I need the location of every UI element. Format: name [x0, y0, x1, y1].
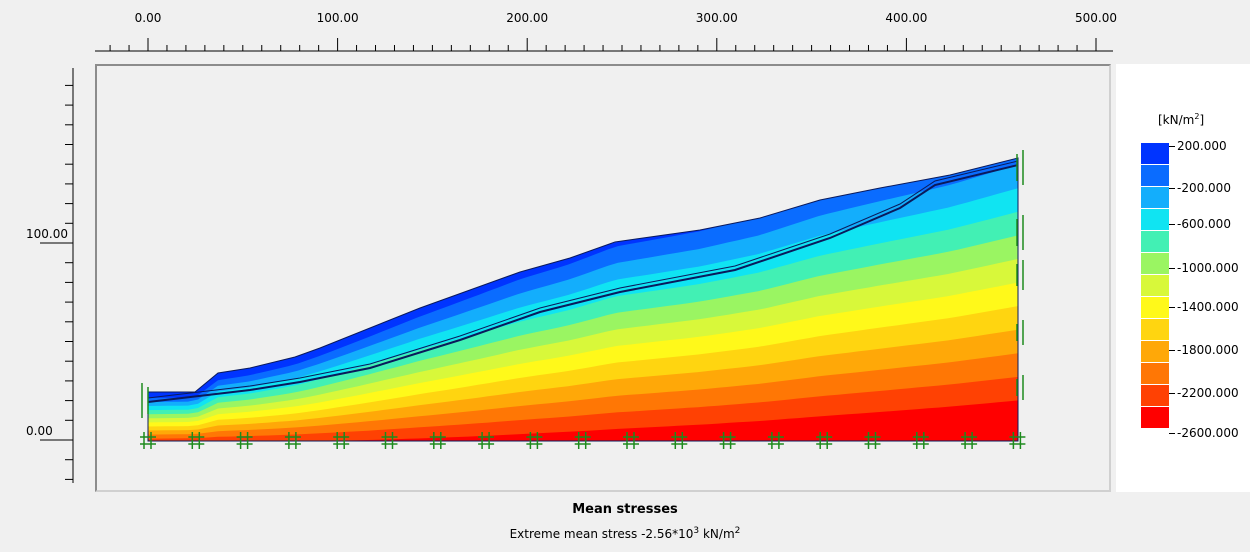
horizontal-ruler: 0.00 100.00 200.00 300.00 400.00 500.00	[0, 0, 1250, 58]
legend-swatch	[1141, 143, 1169, 164]
fixity-symbol	[526, 432, 543, 449]
legend-panel	[1116, 64, 1250, 492]
fixity-symbol	[284, 432, 301, 449]
contour-band	[148, 400, 1018, 441]
legend-tick	[1169, 393, 1175, 394]
legend-value: -1800.000	[1177, 343, 1239, 357]
legend-unit-base: [kN/m	[1158, 113, 1195, 127]
legend-value: -2200.000	[1177, 386, 1239, 400]
legend-tick	[1169, 307, 1175, 308]
fixity-symbol	[478, 432, 495, 449]
legend-value: -1000.000	[1177, 261, 1239, 275]
fixity-symbol	[1009, 432, 1026, 449]
fixity-symbol	[188, 432, 205, 449]
subtitle-exponent: 3	[693, 526, 700, 536]
fixity-symbol	[912, 432, 929, 449]
legend-swatch	[1141, 319, 1169, 340]
fixity-symbol	[961, 432, 978, 449]
x-tick-label: 400.00	[885, 11, 928, 25]
legend-swatch	[1141, 341, 1169, 362]
fixity-symbol	[574, 432, 591, 449]
fixity-symbol	[381, 432, 398, 449]
subtitle-unit: kN/m	[702, 527, 735, 541]
legend-tick	[1169, 268, 1175, 269]
legend-value: -2600.000	[1177, 426, 1239, 440]
x-tick-label: 0.00	[134, 11, 162, 25]
legend-tick	[1169, 188, 1175, 189]
fixity-symbol	[333, 432, 350, 449]
vertical-ruler-ticks	[40, 68, 74, 483]
subtitle-text: Extreme mean stress -2.56*10	[509, 527, 694, 541]
legend-tick	[1169, 146, 1175, 147]
legend-swatch	[1141, 231, 1169, 252]
fixity-symbol	[236, 432, 253, 449]
legend-value: -200.000	[1177, 181, 1231, 195]
legend-tick	[1169, 224, 1175, 225]
legend-swatch	[1141, 253, 1169, 274]
stress-contour-plot[interactable]	[95, 64, 1111, 492]
legend-value: -1400.000	[1177, 300, 1239, 314]
fixity-symbol	[623, 432, 639, 449]
vertical-ruler	[0, 58, 95, 498]
contour-bands	[148, 158, 1018, 441]
fixity-symbol	[671, 432, 688, 449]
legend-swatch	[1141, 187, 1169, 208]
horizontal-ruler-ticks	[95, 38, 1113, 52]
legend-swatch	[1141, 275, 1169, 296]
subtitle-unit-exponent: 2	[734, 526, 741, 536]
legend-tick	[1169, 350, 1175, 351]
fixity-symbol	[719, 432, 736, 449]
legend-unit: [kN/m2]	[1158, 112, 1204, 127]
x-tick-label: 200.00	[506, 11, 549, 25]
fixity-symbol	[767, 432, 784, 449]
x-tick-label: 100.00	[316, 11, 359, 25]
legend-swatch	[1141, 407, 1169, 428]
legend-swatch	[1141, 385, 1169, 406]
soil-outline	[147, 157, 1019, 442]
y-tick-label: 100.00	[26, 227, 68, 241]
legend-value: 200.000	[1177, 139, 1227, 153]
phreatic-line	[147, 164, 1019, 403]
fixity-symbol	[864, 432, 881, 449]
x-tick-label: 300.00	[695, 11, 738, 25]
legend-swatch	[1141, 363, 1169, 384]
x-tick-label: 500.00	[1075, 11, 1117, 25]
legend-swatch	[1141, 165, 1169, 186]
legend-tick	[1169, 433, 1175, 434]
fixity-symbol	[429, 432, 446, 449]
fixity-symbol	[816, 432, 833, 449]
plot-subtitle: Extreme mean stress -2.56*103 kN/m2	[0, 526, 1250, 541]
y-tick-label: 0.00	[26, 424, 53, 438]
legend-unit-close: ]	[1199, 113, 1205, 127]
interface-line	[147, 160, 1019, 399]
legend-value: -600.000	[1177, 217, 1231, 231]
plot-title: Mean stresses	[572, 502, 678, 517]
legend-swatch	[1141, 297, 1169, 318]
legend-unit-exponent: 2	[1194, 112, 1200, 121]
legend-swatch	[1141, 209, 1169, 230]
fixity-symbol	[140, 432, 156, 449]
